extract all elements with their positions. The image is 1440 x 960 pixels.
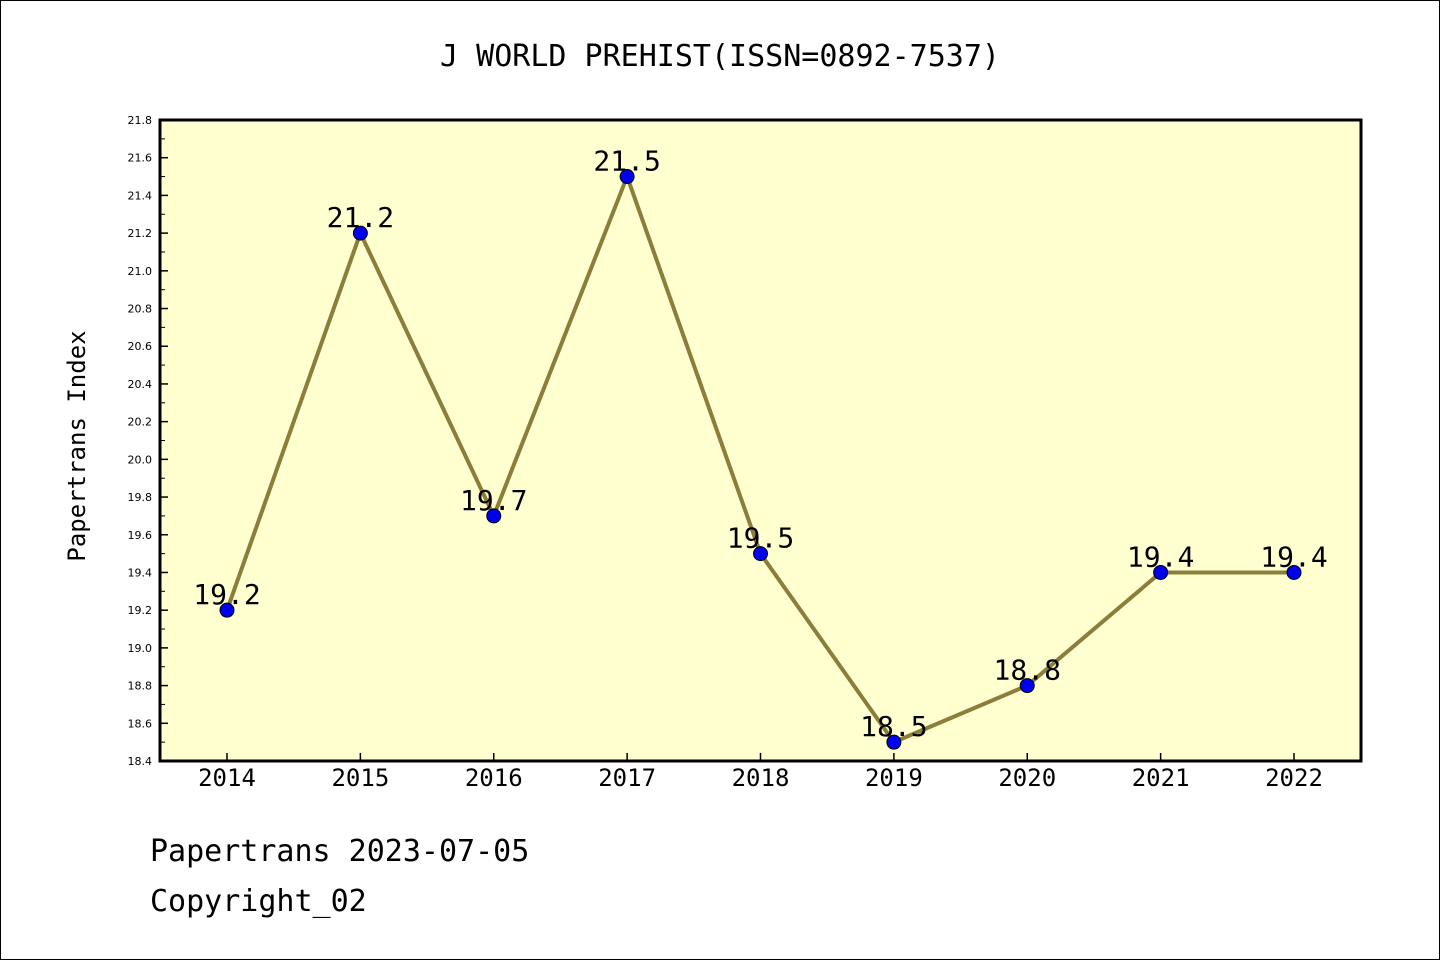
data-point — [1286, 564, 1302, 580]
data-label: 19.4 — [1127, 540, 1194, 573]
data-labels: 19.2 21.2 19.7 21.5 19.5 18.5 18.8 19.4 19.4 — [193, 145, 1327, 744]
data-point — [886, 734, 902, 750]
data-point — [753, 546, 768, 562]
data-label: 18.8 — [994, 654, 1061, 687]
data-label: 19.2 — [193, 578, 260, 611]
data-markers — [219, 169, 1302, 750]
x-tick-label: 2016 — [465, 764, 523, 792]
footer-date: Papertrans 2023-07-05 — [150, 834, 530, 869]
y-tick-label: 21.4 — [128, 189, 153, 202]
data-label: 19.7 — [460, 484, 527, 517]
y-tick-label: 19.4 — [128, 566, 153, 579]
data-point — [1019, 678, 1035, 694]
y-tick-label: 21.0 — [128, 265, 153, 278]
y-tick-label: 18.6 — [128, 717, 153, 730]
x-tick-label: 2021 — [1132, 764, 1190, 792]
data-point — [619, 169, 635, 185]
x-tick-label: 2019 — [865, 764, 923, 792]
y-tick-label: 21.8 — [128, 114, 153, 127]
y-tick-label: 19.0 — [128, 642, 153, 655]
chart-title: J WORLD PREHIST(ISSN=0892-7537) — [440, 39, 1000, 74]
data-label: 18.5 — [860, 710, 927, 743]
y-tick-label: 19.2 — [128, 604, 153, 617]
y-tick-label: 20.8 — [128, 303, 153, 316]
y-axis-ticks: 18.4 18.6 18.8 19.0 19.2 19.4 19.6 19.8 20.0 20.2… — [128, 114, 168, 768]
x-tick-label: 2017 — [598, 764, 656, 792]
y-tick-label: 20.4 — [128, 378, 153, 391]
y-tick-label: 20.2 — [128, 416, 153, 429]
x-tick-label: 2018 — [732, 764, 790, 792]
data-label: 21.2 — [327, 201, 394, 234]
footer-copyright: Copyright_02 — [150, 884, 367, 919]
y-tick-label: 21.2 — [128, 227, 153, 240]
y-tick-label: 19.8 — [128, 491, 153, 504]
y-tick-label: 18.8 — [128, 680, 153, 693]
data-label: 19.4 — [1260, 540, 1327, 573]
x-axis-ticks: 2014 2015 2016 2017 2018 2019 2020 2021 2022 — [198, 753, 1323, 792]
data-label: 21.5 — [593, 145, 660, 178]
data-point — [219, 602, 235, 618]
y-tick-label: 20.6 — [128, 340, 153, 353]
y-tick-label: 18.4 — [128, 755, 153, 768]
y-tick-label: 21.6 — [128, 152, 153, 165]
y-tick-label: 19.6 — [128, 529, 153, 542]
data-point — [352, 225, 368, 241]
x-tick-label: 2014 — [198, 764, 256, 792]
data-point — [486, 508, 502, 524]
y-tick-label: 20.0 — [128, 453, 153, 466]
data-point — [1153, 564, 1169, 580]
y-axis-label: Papertrans Index — [63, 330, 91, 561]
x-tick-label: 2015 — [331, 764, 389, 792]
plot-border — [158, 118, 1363, 763]
x-tick-label: 2020 — [998, 764, 1056, 792]
data-label: 19.5 — [727, 522, 794, 555]
x-tick-label: 2022 — [1265, 764, 1323, 792]
